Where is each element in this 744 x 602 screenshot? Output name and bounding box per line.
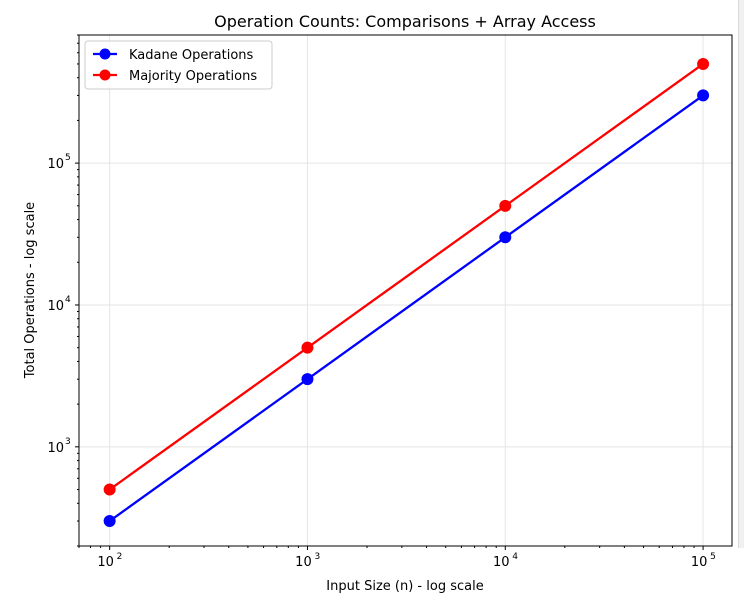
y-tick-label: 10	[47, 157, 64, 172]
plot-frame	[78, 34, 733, 547]
data-point-kadane-operations	[499, 231, 512, 244]
data-point-kadane-operations	[301, 373, 314, 386]
y-tick-label: 10	[47, 441, 64, 456]
y-tick-label-exponent: 4	[65, 295, 71, 305]
x-tick-label-exponent: 3	[314, 552, 320, 562]
series-line-kadane-operations	[108, 94, 704, 522]
data-point-kadane-operations	[697, 89, 710, 102]
data-point-majority-operations	[697, 57, 710, 70]
data-point-majority-operations	[499, 199, 512, 212]
y-tick-label-exponent: 5	[65, 153, 71, 163]
x-tick-label-exponent: 4	[512, 552, 518, 562]
legend-label: Majority Operations	[129, 69, 257, 84]
window-edge	[738, 0, 744, 548]
series-line-majority-operations	[108, 63, 704, 491]
x-tick-label-exponent: 5	[710, 552, 716, 562]
x-tick-label: 10	[97, 555, 114, 570]
series	[103, 57, 710, 528]
x-tick-label: 10	[493, 555, 510, 570]
legend-label: Kadane Operations	[129, 48, 254, 63]
x-tick-label: 10	[295, 555, 312, 570]
data-point-majority-operations	[301, 341, 314, 354]
data-point-majority-operations	[103, 483, 116, 496]
x-axis-ticks: 10 2 10 3 10 4 10 5	[97, 546, 716, 570]
legend-marker	[99, 69, 111, 81]
grid	[79, 35, 732, 546]
x-tick-label: 10	[691, 555, 708, 570]
legend: Kadane Operations Majority Operations	[84, 40, 273, 90]
y-tick-label-exponent: 3	[65, 437, 71, 447]
chart-title: Operation Counts: Comparisons + Array Ac…	[214, 12, 596, 31]
data-point-kadane-operations	[103, 515, 116, 528]
legend-marker	[99, 48, 111, 60]
legend-box	[84, 40, 273, 90]
y-tick-label: 10	[47, 299, 64, 314]
y-axis-label: Total Operations - log scale	[23, 202, 38, 379]
x-tick-label-exponent: 2	[117, 552, 123, 562]
x-axis-label: Input Size (n) - log scale	[326, 579, 483, 594]
